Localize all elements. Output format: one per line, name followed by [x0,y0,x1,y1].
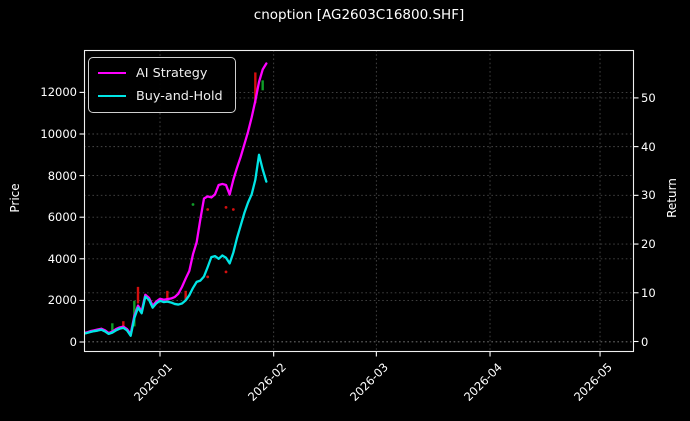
y-right-tick-label: 20 [641,237,656,252]
signal-dot [224,270,228,274]
x-tick-label: 2026-04 [461,360,505,404]
data-layer [84,62,268,337]
chart-canvas [79,49,639,357]
legend-item-ai-strategy: AI Strategy [98,64,223,82]
y-left-tick-label: 0 [69,335,77,349]
y-left-tick-label: 12000 [40,85,77,100]
y-right-tick-label: 30 [641,188,656,203]
y-axis-label-price: Price [8,183,22,213]
y-left-tick-label: 4000 [47,251,77,266]
x-tick-label: 2026-05 [571,360,615,404]
y-left-tick-label: 2000 [47,293,77,308]
legend-item-buy-and-hold: Buy-and-Hold [98,87,223,105]
buy-and-hold-line-swatch [98,94,126,98]
y-left-tick-label: 8000 [47,168,77,183]
y-right-tick-label: 10 [641,285,656,300]
x-tick-label: 2026-01 [131,360,175,404]
plot-spines [83,49,635,353]
signal-dot [206,208,210,211]
x-tick-label: 2026-02 [244,360,289,404]
signal-dot [206,275,210,279]
plot-area: AI Strategy Buy-and-Hold [79,49,639,357]
legend: AI Strategy Buy-and-Hold [88,57,236,113]
y-right-tick-label: 50 [641,90,656,105]
x-tick-label: 2026-03 [347,360,392,404]
chart-title: cnoption [AG2603C16800.SHF] [253,7,465,23]
y-right-tick-label: 0 [641,334,649,349]
y-right-tick-label: 40 [641,139,656,154]
signal-dot [224,206,228,209]
gridlines [79,50,639,357]
series-line-buy-and-hold [84,153,268,337]
y-axis-label-return: Return [665,178,679,218]
legend-item-label: Buy-and-Hold [136,88,223,104]
signal-dot [191,203,195,206]
ai-strategy-line-swatch [98,71,126,75]
legend-item-label: AI Strategy [136,65,208,81]
y-left-tick-label: 10000 [40,127,77,141]
signal-dot [231,208,235,211]
y-left-tick-label: 6000 [47,210,77,225]
